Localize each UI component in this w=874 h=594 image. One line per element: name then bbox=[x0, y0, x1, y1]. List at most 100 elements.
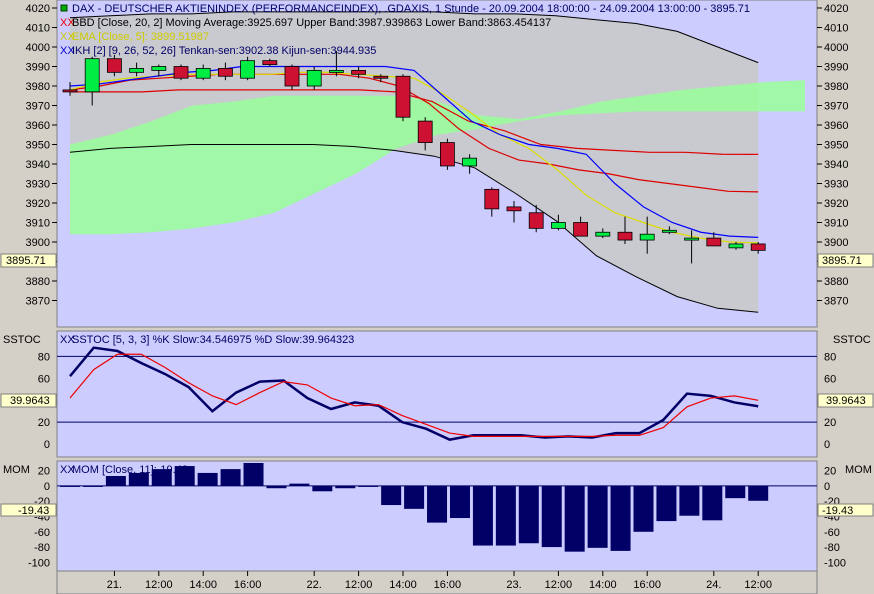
main-ytick-label-right: 3950 bbox=[824, 140, 848, 152]
candle-body bbox=[662, 229, 677, 233]
price-marker-right-box bbox=[817, 253, 874, 268]
mom-bar bbox=[427, 485, 448, 523]
sstoc-panel-label-right: SSTOC bbox=[833, 334, 871, 346]
main-ytick-label-right: 3870 bbox=[824, 296, 848, 308]
mom-legend-icon: XX bbox=[60, 464, 75, 476]
main-ytick-label-left: 3940 bbox=[26, 159, 50, 171]
legend-ema-icon: XX bbox=[60, 31, 75, 43]
mom-bar bbox=[266, 485, 287, 489]
sstoc-legend-icon: XX bbox=[60, 334, 75, 346]
xtick-label: 16:00 bbox=[234, 579, 262, 591]
mom-bar bbox=[151, 469, 172, 486]
mom-marker-right-box bbox=[817, 503, 874, 517]
main-ytick-label-right: 3910 bbox=[824, 218, 848, 230]
main-ytick-label-left: 3900 bbox=[26, 237, 50, 249]
xtick-label: 22. bbox=[307, 579, 322, 591]
mom-marker-right: -19.43 bbox=[822, 505, 853, 517]
main-ytick-label-right: 3940 bbox=[824, 159, 848, 171]
main-ytick-label-left: 4000 bbox=[26, 42, 50, 54]
candle-body bbox=[595, 231, 611, 237]
candle-body bbox=[484, 188, 500, 210]
sstoc-k-line bbox=[69, 346, 759, 441]
main-legend: DAX - DEUTSCHER AKTIENINDEX (PERFORMANCE… bbox=[60, 3, 750, 57]
sstoc-legend: XX SSTOC [5, 3, 3] %K Slow:34.546975 %D … bbox=[60, 334, 354, 346]
sstoc-ytick-label-right: 0 bbox=[824, 439, 830, 451]
candle-body bbox=[506, 206, 522, 212]
price-marker-right: 3895.71 bbox=[822, 255, 862, 267]
main-ytick-label-left: 3870 bbox=[26, 296, 50, 308]
candle-body bbox=[328, 70, 344, 73]
legend-mom: MOM [Close, 11]:-19.43 bbox=[72, 464, 188, 476]
candle-body bbox=[728, 243, 744, 249]
candle-body bbox=[262, 60, 278, 65]
candle-body bbox=[551, 222, 566, 229]
mom-bar bbox=[243, 463, 264, 486]
candle-body bbox=[240, 60, 256, 79]
mom-ytick-label-left: -60 bbox=[34, 527, 50, 539]
mom-panel-label-right: MOM bbox=[845, 464, 872, 476]
legend-ikh: IKH [2] [9, 26, 52, 26] Tenkan-sen:3902.… bbox=[72, 45, 376, 57]
sstoc-ytick-label-left: 20 bbox=[38, 417, 50, 429]
main-ytick-label-left: 3920 bbox=[26, 198, 50, 210]
candle-body bbox=[684, 237, 699, 241]
main-ytick-label-right: 4000 bbox=[824, 42, 848, 54]
main-ytick-label-right: 3980 bbox=[824, 81, 848, 93]
xtick-label: 24. bbox=[706, 579, 721, 591]
mom-bar bbox=[105, 475, 126, 486]
mom-bar bbox=[564, 485, 585, 552]
main-ytick-label-right: 3900 bbox=[824, 237, 848, 249]
mom-bar bbox=[60, 485, 80, 487]
candle-body bbox=[306, 70, 322, 87]
mom-bar bbox=[725, 485, 746, 499]
candle-body bbox=[107, 58, 122, 73]
mom-bar bbox=[610, 485, 631, 551]
mom-marker-left: -19.43 bbox=[18, 505, 49, 517]
mom-ytick-label-left: -80 bbox=[34, 542, 50, 554]
sstoc-ytick-label-right: 80 bbox=[824, 351, 836, 363]
mom-bar bbox=[748, 485, 769, 501]
xtick-label: 21. bbox=[107, 579, 122, 591]
lower-band-line bbox=[69, 144, 759, 313]
x-axis-area bbox=[56, 570, 818, 594]
candle-body bbox=[351, 70, 367, 75]
mom-bar bbox=[289, 483, 310, 486]
candle-body bbox=[417, 120, 433, 143]
candle-body bbox=[439, 142, 455, 167]
sstoc-ytick-label-left: 0 bbox=[44, 439, 50, 451]
candle-body bbox=[173, 66, 189, 79]
mom-ytick-label-right: -60 bbox=[824, 527, 840, 539]
candle-body bbox=[462, 157, 478, 167]
candle-body bbox=[151, 66, 167, 71]
mom-panel-label-left: MOM bbox=[3, 464, 30, 476]
candle-body bbox=[750, 243, 766, 251]
candle-body bbox=[617, 231, 633, 241]
candle-body bbox=[129, 68, 145, 73]
main-ytick-label-right: 4020 bbox=[824, 3, 848, 15]
bollinger-envelope bbox=[70, 11, 759, 313]
candle-body bbox=[639, 233, 655, 241]
sstoc-ytick-label-left: 80 bbox=[38, 351, 50, 363]
main-ytick-label-right: 4010 bbox=[824, 23, 848, 35]
xtick-label: 23. bbox=[506, 579, 521, 591]
candle-body bbox=[62, 89, 78, 93]
main-ytick-label-right: 3970 bbox=[824, 101, 848, 113]
main-ytick-label-left: 3910 bbox=[26, 218, 50, 230]
price-marker-left: 3895.71 bbox=[6, 255, 46, 267]
xtick-label: 12:00 bbox=[744, 579, 772, 591]
candle-body bbox=[573, 222, 588, 237]
sstoc-panel-label-left: SSTOC bbox=[3, 334, 41, 346]
mom-bar bbox=[587, 485, 608, 548]
mom-bar bbox=[197, 472, 218, 486]
mom-bar bbox=[633, 485, 654, 532]
main-ytick-label-left: 3980 bbox=[26, 81, 50, 93]
mom-bar bbox=[518, 485, 539, 544]
mom-bar bbox=[128, 472, 149, 486]
mom-ytick-label-left: 0 bbox=[44, 481, 50, 493]
xtick-label: 12:00 bbox=[145, 579, 173, 591]
candle-body bbox=[84, 58, 100, 93]
mom-ytick-label-right: -80 bbox=[824, 542, 840, 554]
mom-bar bbox=[381, 485, 402, 506]
legend-dax: DAX - DEUTSCHER AKTIENINDEX (PERFORMANCE… bbox=[72, 3, 750, 15]
mom-bar bbox=[656, 485, 677, 522]
legend-bbd-icon: XX bbox=[60, 17, 75, 29]
